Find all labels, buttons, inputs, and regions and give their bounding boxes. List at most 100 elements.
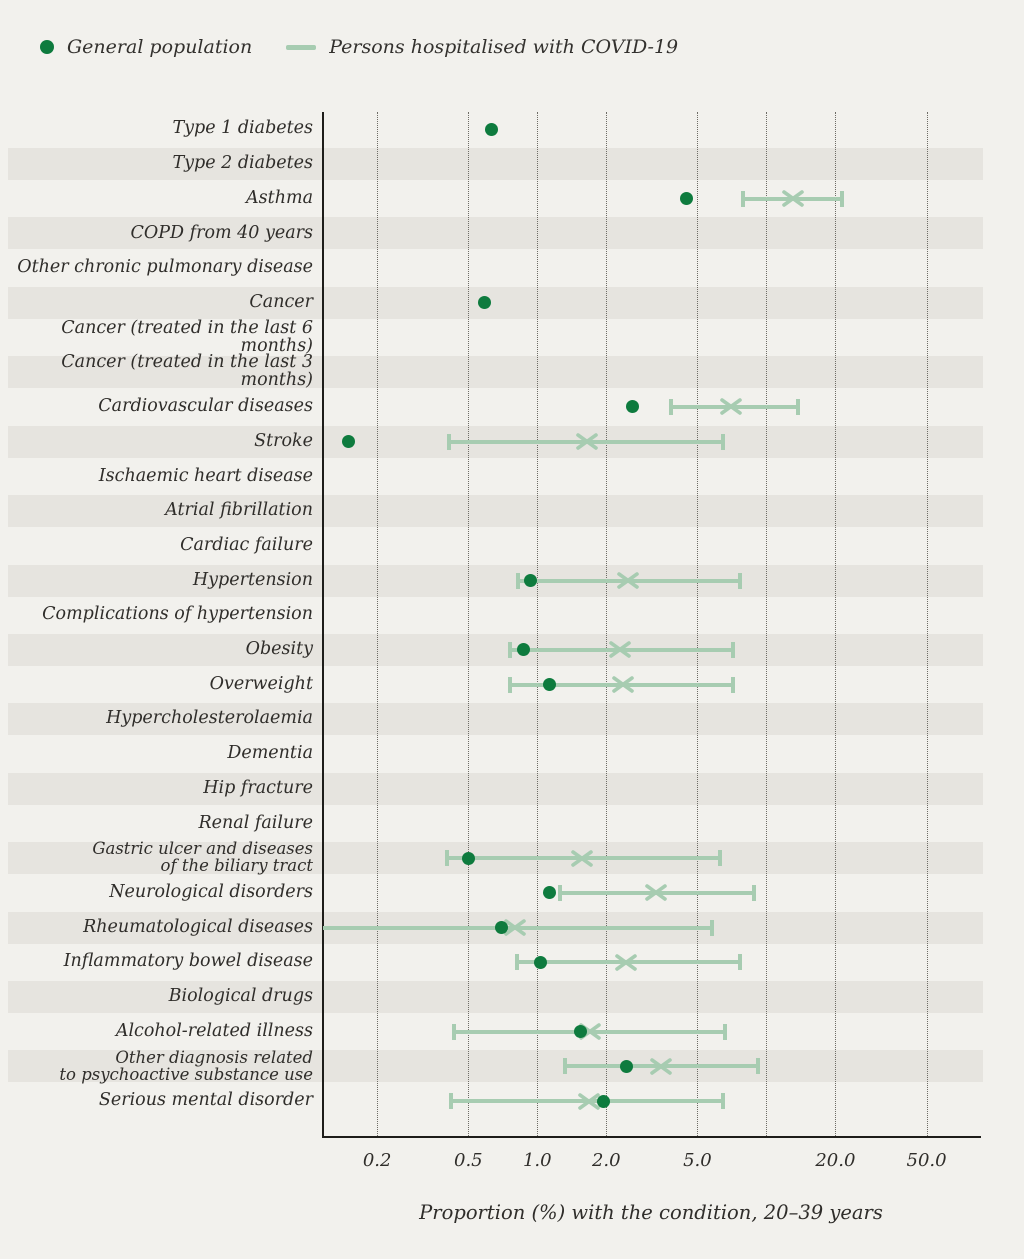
row-label: Hip fracture <box>203 777 313 798</box>
ci-cap-low <box>741 190 746 207</box>
gridline <box>766 112 768 1136</box>
legend: General population Persons hospitalised … <box>40 36 678 58</box>
row-band <box>8 1050 983 1083</box>
ci-cap-low <box>444 850 449 867</box>
ci-cap-low <box>668 398 673 415</box>
x-marker-icon <box>609 641 631 662</box>
row-band <box>8 633 983 666</box>
ci-cap-low <box>508 641 513 658</box>
row-label: Other chronic pulmonary disease <box>17 257 313 278</box>
legend-item-general-population: General population <box>40 36 252 58</box>
ci-cap-low <box>449 1093 454 1110</box>
row-label: Renal failure <box>198 812 314 833</box>
general-population-dot <box>342 435 356 449</box>
ci-cap-high <box>752 884 757 901</box>
gridline <box>835 112 837 1136</box>
x-marker-icon <box>781 190 804 211</box>
row-label: Cardiac failure <box>180 534 313 555</box>
row-label: Serious mental disorder <box>98 1090 313 1111</box>
row-band <box>8 286 983 319</box>
x-marker-icon <box>504 919 526 940</box>
ci-cap-high <box>709 919 714 936</box>
ci-cap-low <box>447 433 452 450</box>
gridline <box>606 112 608 1136</box>
row-band <box>8 772 983 805</box>
row-label: Inflammatory bowel disease <box>63 951 313 972</box>
general-population-dot <box>461 851 475 865</box>
row-band <box>8 703 983 736</box>
y-axis-line <box>322 112 324 1138</box>
row-label: Cancer (treated in the last 3 months) <box>61 352 313 391</box>
x-marker-icon <box>570 849 593 871</box>
row-band <box>8 981 983 1014</box>
x-marker-icon <box>649 1058 672 1079</box>
row-label: Type 2 diabetes <box>172 153 313 174</box>
x-marker-icon <box>720 398 742 419</box>
row-label: Biological drugs <box>168 986 313 1007</box>
row-label: Cardiovascular diseases <box>98 396 313 417</box>
general-population-dot <box>597 1094 611 1108</box>
ci-line <box>670 404 799 409</box>
ci-cap-high <box>721 1093 726 1110</box>
row-label: Obesity <box>245 639 313 660</box>
x-axis-title: Proportion (%) with the condition, 20–39… <box>419 1201 883 1224</box>
ci-cap-low <box>451 1023 456 1040</box>
x-tick-label: 5.0 <box>683 1150 712 1171</box>
x-axis-line <box>322 1136 981 1138</box>
row-label: Ischaemic heart disease <box>98 465 313 486</box>
row-band <box>8 495 983 528</box>
ci-cap-high <box>722 1023 727 1040</box>
row-label: Type 1 diabetes <box>172 118 313 139</box>
gridline <box>926 112 928 1136</box>
x-tick-label: 2.0 <box>591 1150 621 1171</box>
ci-cap-low <box>508 676 513 693</box>
general-population-dot <box>484 122 498 136</box>
ci-cap-low <box>558 884 562 901</box>
row-label: Dementia <box>227 743 313 764</box>
ci-cap-high <box>721 433 726 450</box>
gridline <box>468 112 470 1136</box>
general-population-dot <box>523 574 537 588</box>
general-population-dot <box>516 643 530 657</box>
row-band <box>8 148 983 180</box>
row-label: Rheumatological diseases <box>83 916 313 937</box>
general-population-dot <box>680 192 694 206</box>
general-population-dot <box>533 955 547 969</box>
row-label: Alcohol-related illness <box>115 1020 313 1041</box>
row-band <box>8 217 983 250</box>
row-band <box>8 356 983 389</box>
row-label: Hypertension <box>192 569 313 590</box>
gridline <box>697 112 699 1136</box>
row-label: Stroke <box>254 430 313 451</box>
ci-cap-high <box>731 676 736 693</box>
x-marker-icon <box>617 572 640 593</box>
x-marker-icon <box>578 1092 600 1114</box>
x-tick-label: 50.0 <box>906 1150 947 1171</box>
legend-item-hospitalised: Persons hospitalised with COVID-19 <box>286 36 678 58</box>
general-population-dot <box>619 1059 633 1073</box>
ci-cap-high <box>737 572 742 589</box>
row-band <box>8 564 983 597</box>
gridline <box>377 112 379 1136</box>
x-tick-label: 0.5 <box>454 1150 483 1171</box>
row-label: Other diagnosis related to psychoactive … <box>59 1047 313 1084</box>
x-marker-icon <box>611 676 634 697</box>
ci-cap-low <box>516 572 521 589</box>
general-population-dot <box>495 921 509 935</box>
general-population-dot <box>542 678 556 692</box>
x-marker-icon <box>645 884 667 905</box>
row-label: Cancer <box>249 291 313 312</box>
ci-cap-low <box>514 954 519 971</box>
ci-cap-high <box>840 190 845 207</box>
row-label: Overweight <box>209 673 313 694</box>
x-marker-icon <box>576 433 598 454</box>
general-population-dot <box>478 296 492 310</box>
general-population-dot <box>625 400 639 414</box>
row-label: Cancer (treated in the last 6 months) <box>61 317 313 356</box>
x-tick-label: 1.0 <box>522 1150 552 1171</box>
row-label: Hypercholesterolaemia <box>106 708 313 729</box>
row-label: Asthma <box>246 187 313 208</box>
row-label: Complications of hypertension <box>42 604 313 625</box>
row-label: Atrial fibrillation <box>165 500 313 521</box>
x-marker-icon <box>615 954 637 975</box>
